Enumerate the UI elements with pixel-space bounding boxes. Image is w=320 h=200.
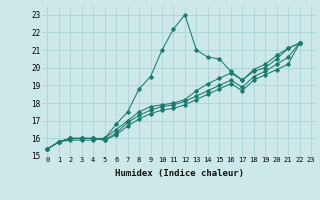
X-axis label: Humidex (Indice chaleur): Humidex (Indice chaleur) (115, 169, 244, 178)
